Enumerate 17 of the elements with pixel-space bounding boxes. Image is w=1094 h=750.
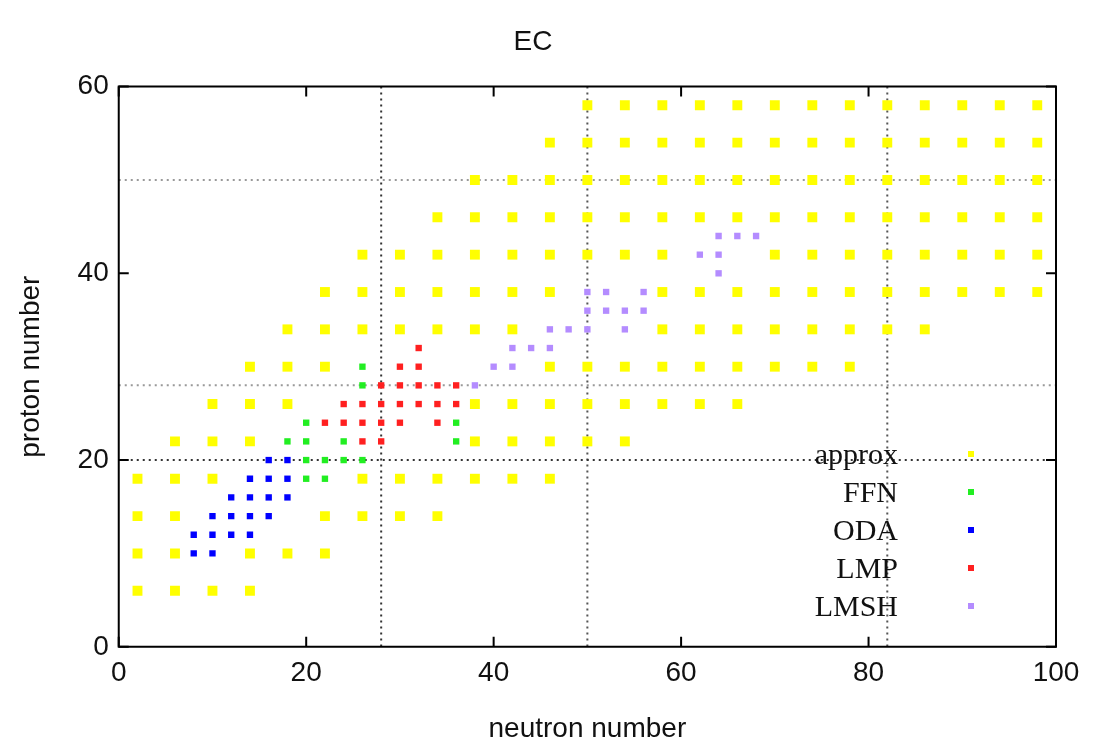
y-tick-label: 40: [77, 256, 109, 288]
x-tick-label: 40: [478, 656, 510, 688]
chart-title: EC: [513, 24, 553, 56]
y-axis-title: proton number: [13, 275, 45, 458]
x-axis-title: neutron number: [488, 711, 687, 743]
x-tick-label: 60: [665, 656, 697, 688]
y-tick-label: 20: [77, 442, 109, 474]
x-tick-label: 20: [290, 656, 322, 688]
legend-label: LMSH: [814, 589, 898, 623]
x-tick-label: 100: [1032, 656, 1080, 688]
legend-label: LMP: [836, 551, 898, 585]
x-tick-label: 80: [852, 656, 885, 688]
y-tick-label: 0: [93, 629, 109, 661]
legend-label: approx: [814, 437, 898, 471]
y-tick-label: 60: [77, 69, 109, 101]
legend-label: FFN: [842, 475, 898, 509]
legend-label: ODA: [833, 513, 898, 547]
